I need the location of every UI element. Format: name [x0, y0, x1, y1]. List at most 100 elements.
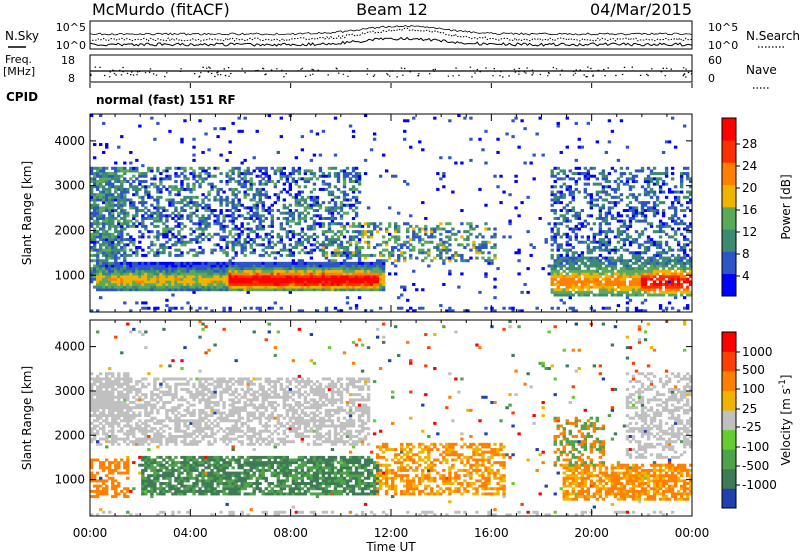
data-cell: [213, 243, 216, 246]
data-cell: [123, 243, 126, 246]
data-cell: [156, 238, 159, 241]
data-cell: [280, 167, 283, 170]
data-cell: [225, 175, 228, 178]
data-cell: [596, 198, 599, 201]
data-cell: [382, 249, 385, 252]
data-cell: [237, 270, 240, 273]
data-cell: [111, 414, 114, 417]
data-cell: [569, 270, 572, 273]
noise-traces: [90, 26, 692, 47]
data-cell: [204, 225, 207, 228]
data-cell: [337, 278, 340, 281]
data-cell: [355, 241, 358, 244]
data-cell: [268, 288, 271, 291]
data-cell: [614, 249, 617, 252]
data-cell: [313, 275, 316, 278]
data-cell: [111, 185, 114, 188]
data-cell: [566, 275, 569, 278]
data-cell: [108, 286, 111, 289]
data-cell: [668, 262, 671, 265]
data-cell: [156, 169, 159, 172]
data-cell: [560, 196, 563, 199]
data-cell: [478, 233, 481, 236]
data-cell: [680, 278, 683, 281]
data-cell: [373, 138, 376, 141]
data-cell: [575, 238, 578, 241]
data-cell: [114, 172, 117, 175]
data-cell: [156, 267, 159, 270]
data-cell: [207, 222, 210, 225]
data-cell: [623, 286, 626, 289]
data-cell: [105, 288, 108, 291]
data-cell: [117, 233, 120, 236]
data-cell: [674, 278, 677, 281]
data-cell: [105, 283, 108, 286]
data-cell: [280, 288, 283, 291]
data-cell: [228, 201, 231, 204]
data-cell: [686, 167, 689, 170]
data-cell: [123, 404, 126, 407]
data-cell: [572, 246, 575, 249]
data-cell: [195, 235, 198, 238]
data-cell: [295, 198, 298, 201]
data-cell: [120, 217, 123, 220]
data-cell: [683, 238, 686, 241]
data-cell: [578, 214, 581, 217]
data-cell: [180, 198, 183, 201]
data-cell: [207, 204, 210, 207]
data-cell: [511, 119, 514, 122]
data-cell: [361, 278, 364, 281]
data-cell: [213, 249, 216, 252]
data-cell: [262, 201, 265, 204]
data-cell: [274, 185, 277, 188]
data-cell: [102, 272, 105, 275]
data-cell: [102, 427, 105, 430]
data-cell: [611, 275, 614, 278]
data-cell: [144, 307, 147, 310]
data-cell: [683, 228, 686, 231]
data-cell: [674, 259, 677, 262]
data-cell: [358, 270, 361, 273]
data-cell: [520, 201, 523, 204]
data-cell: [165, 288, 168, 291]
data-cell: [587, 169, 590, 172]
data-cell: [304, 238, 307, 241]
data-cell: [313, 280, 316, 283]
data-cell: [343, 246, 346, 249]
data-cell: [605, 270, 608, 273]
data-cell: [247, 188, 250, 191]
data-cell: [135, 280, 138, 283]
data-cell: [111, 479, 114, 482]
data-cell: [99, 280, 102, 283]
data-cell: [581, 262, 584, 265]
data-cell: [126, 283, 129, 286]
data-cell: [259, 278, 262, 281]
data-cell: [225, 278, 228, 281]
data-cell: [96, 188, 99, 191]
data-cell: [469, 117, 472, 120]
data-cell: [280, 135, 283, 138]
data-cell: [575, 217, 578, 220]
data-cell: [388, 251, 391, 254]
data-cell: [334, 267, 337, 270]
data-cell: [114, 169, 117, 172]
data-cell: [126, 406, 129, 409]
data-cell: [180, 183, 183, 186]
data-cell: [250, 246, 253, 249]
data-cell: [192, 196, 195, 199]
data-cell: [201, 177, 204, 180]
data-cell: [195, 262, 198, 265]
data-cell: [108, 243, 111, 246]
data-cell: [358, 175, 361, 178]
data-cell: [192, 177, 195, 180]
data-cell: [117, 220, 120, 223]
data-cell: [198, 286, 201, 289]
data-cell: [379, 262, 382, 265]
data-cell: [566, 117, 569, 120]
data-cell: [99, 490, 102, 493]
data-cell: [183, 235, 186, 238]
data-cell: [659, 246, 662, 249]
data-cell: [123, 419, 126, 422]
data-cell: [322, 264, 325, 267]
data-cell: [228, 283, 231, 286]
